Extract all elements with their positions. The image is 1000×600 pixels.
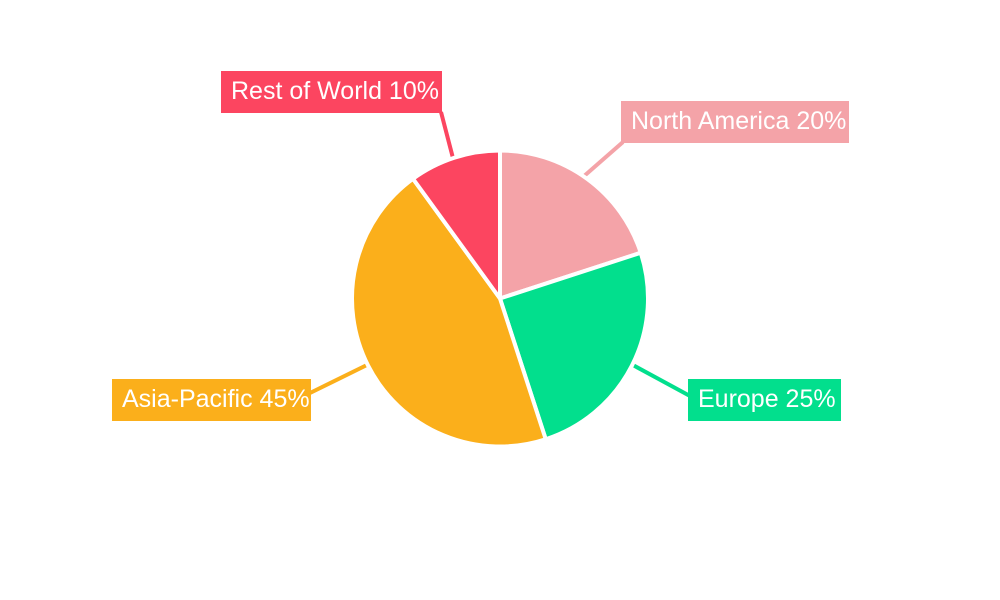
pie-label-rest-of-world-text: Rest of World 10%	[231, 77, 439, 105]
pie-slice-asia-pacific[interactable]	[350, 175, 549, 449]
pie-label-rest-of-world[interactable]: Rest of World 10%	[221, 71, 442, 113]
pie-label-europe[interactable]: Europe 25%	[688, 379, 841, 421]
leader-line-asia-pacific	[309, 360, 374, 395]
pie-slice-north-america[interactable]	[498, 148, 644, 302]
pie-slice-rest-of-world[interactable]	[410, 148, 502, 305]
leader-line-rest-of-world	[439, 111, 456, 163]
pie-slice-europe[interactable]	[497, 250, 650, 442]
pie-label-europe-text: Europe 25%	[698, 385, 836, 413]
pie-label-north-america[interactable]: North America 20%	[621, 101, 849, 143]
pie-label-north-america-text: North America 20%	[631, 107, 847, 135]
pie-slices	[350, 148, 650, 449]
pie-label-asia-pacific[interactable]: Asia-Pacific 45%	[112, 379, 311, 421]
leader-line-europe	[630, 362, 691, 398]
leader-line-north-america	[581, 140, 625, 179]
pie-label-asia-pacific-text: Asia-Pacific 45%	[122, 385, 310, 413]
